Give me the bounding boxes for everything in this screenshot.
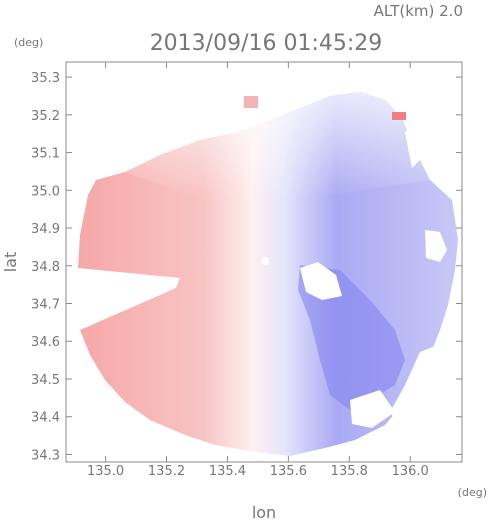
radar-site <box>261 257 269 265</box>
y-tick-label: 35.3 <box>31 71 60 86</box>
y-axis-label: lat <box>1 252 20 273</box>
x-unit-label: (deg) <box>458 486 487 499</box>
y-unit-label: (deg) <box>14 36 43 49</box>
y-tick-label: 34.3 <box>31 448 60 463</box>
no-echo-gap <box>300 262 342 300</box>
y-tick-label: 34.8 <box>31 260 60 275</box>
strong-inbound-area <box>298 265 405 410</box>
echo-patch <box>244 96 258 108</box>
x-tick-label: 135.8 <box>331 464 368 479</box>
x-axis: 135.0 135.2 135.4 135.6 135.8 136.0 <box>87 62 429 479</box>
y-tick-label: 35.2 <box>31 109 60 124</box>
upper-fade <box>125 92 430 200</box>
y-tick-label: 35.0 <box>31 184 60 199</box>
x-axis-label: lon <box>252 503 276 521</box>
y-tick-label: 35.1 <box>31 147 60 162</box>
no-echo-gap <box>350 390 395 428</box>
y-tick-label: 34.5 <box>31 373 60 388</box>
x-tick-label: 135.6 <box>270 464 307 479</box>
timestamp-title: 2013/09/16 01:45:29 <box>150 31 383 56</box>
x-tick-label: 135.2 <box>148 464 185 479</box>
no-echo-gap <box>390 344 456 440</box>
y-tick-label: 34.4 <box>31 411 60 426</box>
no-echo-gap <box>425 230 447 262</box>
y-tick-label: 34.6 <box>31 335 60 350</box>
plot-frame <box>65 61 463 463</box>
x-tick-label: 135.0 <box>87 464 124 479</box>
altitude-label: ALT(km) 2.0 <box>374 2 463 20</box>
y-tick-label: 34.7 <box>31 298 60 313</box>
y-axis: 34.3 34.4 34.5 34.6 34.7 34.8 34.9 35.0 35.1 35.2… <box>31 71 462 463</box>
echo-patch <box>392 112 406 120</box>
x-tick-label: 135.4 <box>209 464 246 479</box>
x-tick-label: 136.0 <box>392 464 429 479</box>
no-echo-gap <box>405 128 420 168</box>
velocity-field <box>78 92 458 456</box>
y-tick-label: 34.9 <box>31 222 60 237</box>
